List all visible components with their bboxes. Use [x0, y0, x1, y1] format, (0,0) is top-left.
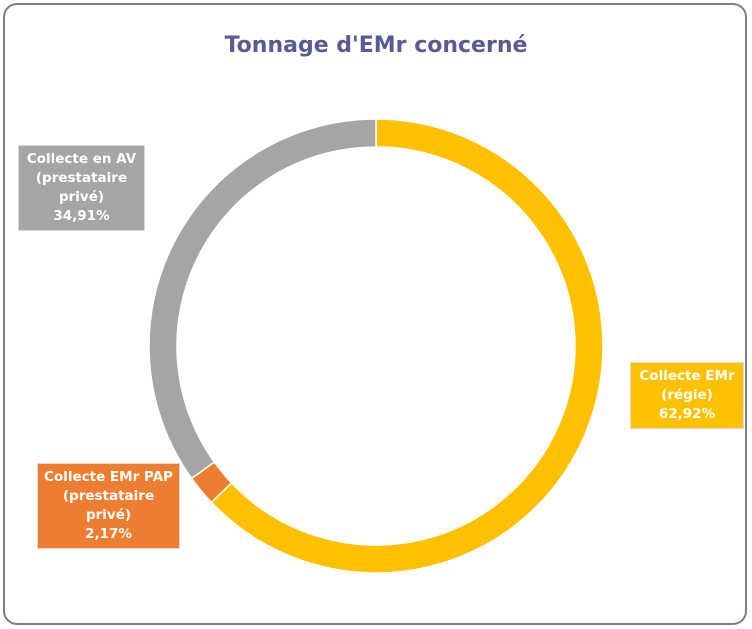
label-category: Collecte en AV (prestataire privé): [26, 151, 137, 205]
label-category: Collecte EMr (régie): [639, 368, 735, 403]
label-value: 34,91%: [53, 208, 110, 224]
chart-title: Tonnage d'EMr concerné: [225, 33, 528, 58]
donut-segment: [148, 118, 377, 480]
donut-segment: [210, 118, 604, 574]
label-value: 62,92%: [658, 406, 716, 422]
data-label: Collecte EMr (régie) 62,92%: [630, 362, 744, 429]
data-label: Collecte EMr PAP (prestataire privé) 2,17…: [37, 463, 180, 549]
label-category: Collecte EMr PAP (prestataire privé): [44, 469, 173, 523]
label-value: 2,17%: [85, 526, 132, 542]
data-label: Collecte en AV (prestataire privé) 34,91%: [18, 145, 145, 231]
